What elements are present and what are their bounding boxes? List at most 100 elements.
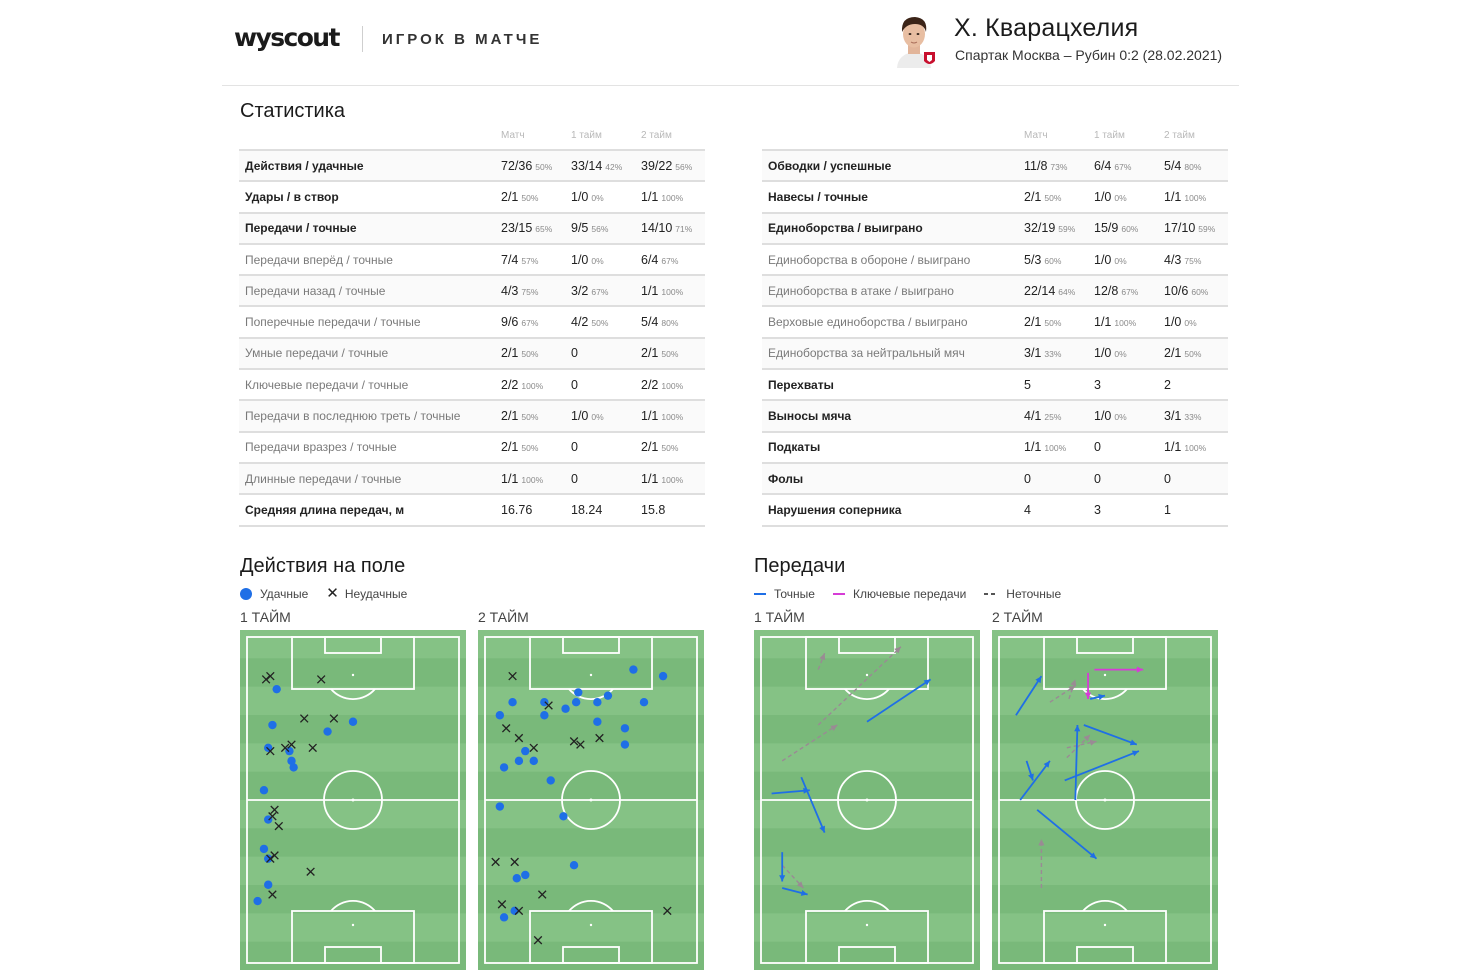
stat-label: Верховые единоборства / выиграно <box>762 306 1018 339</box>
stat-value: 1/1 100% <box>495 462 565 496</box>
stat-label: Единоборства в обороне / выиграно <box>762 243 1018 277</box>
accurate-pass-arrow <box>771 787 810 795</box>
stat-value: 1/1 100% <box>1158 431 1228 464</box>
header-divider <box>362 26 363 52</box>
stat-value: 1/0 0% <box>1088 400 1158 433</box>
stat-label: Единоборства в атаке / выиграно <box>762 275 1018 308</box>
stat-percent: 60% <box>1191 286 1209 297</box>
success-action-point <box>629 665 638 674</box>
stat-value: 1/0 0% <box>565 400 635 433</box>
fail-action-mark <box>261 675 271 684</box>
fail-action-mark <box>329 714 339 723</box>
stat-value: 15.8 <box>635 494 705 527</box>
stat-value: 2/1 50% <box>495 431 565 464</box>
stat-value: 1/0 0% <box>1088 181 1158 214</box>
stat-value: 1/0 0% <box>565 243 635 277</box>
stat-value: 18.24 <box>565 494 635 527</box>
stat-percent: 50% <box>661 349 679 360</box>
success-action-point <box>264 880 273 889</box>
stat-row: Навесы / точные 2/1 50% 1/0 0% 1/1 100% <box>762 181 1228 214</box>
success-action-point <box>510 906 519 916</box>
inaccurate-pass-arrow <box>1066 739 1097 749</box>
success-action-point <box>546 776 555 785</box>
stat-percent: 60% <box>1044 255 1062 266</box>
stat-value: 1 <box>1158 494 1228 527</box>
accurate-pass-arrow <box>1074 724 1081 801</box>
stat-value: 1/1 100% <box>635 181 705 214</box>
stat-row: Перехваты 5 3 2 <box>762 369 1228 402</box>
accurate-pass-arrow <box>1089 694 1106 701</box>
stat-value: 2/1 50% <box>495 337 565 371</box>
stat-percent: 50% <box>521 349 539 360</box>
accurate-pass-arrow <box>800 776 826 833</box>
passes-pitch-half1 <box>754 630 980 970</box>
stat-row: Фолы 0 0 0 <box>762 462 1228 496</box>
stat-row: Нарушения соперника 4 3 1 <box>762 494 1228 527</box>
stat-row: Единоборства за нейтральный мяч 3/1 33% 1/0… <box>762 337 1228 371</box>
stat-percent: 33% <box>1184 412 1202 423</box>
stat-row: Умные передачи / точные 2/1 50% 0 2/1 50% <box>239 337 705 371</box>
wyscout-logo[interactable]: wyscout <box>234 23 340 52</box>
stat-value: 1/1 100% <box>1158 181 1228 214</box>
blue-line-icon <box>754 593 766 595</box>
stat-value: 1/0 0% <box>565 181 635 214</box>
stat-label: Единоборства / выиграно <box>762 212 1018 245</box>
stat-value: 9/5 56% <box>565 212 635 245</box>
stat-percent: 0% <box>1114 255 1127 266</box>
stat-percent: 67% <box>1114 161 1132 172</box>
fail-action-mark <box>510 857 519 867</box>
stat-percent: 50% <box>521 192 539 203</box>
stat-value: 32/19 59% <box>1018 212 1088 245</box>
stat-percent: 80% <box>661 318 679 329</box>
stat-percent: 33% <box>1044 349 1062 360</box>
stat-percent: 100% <box>661 474 684 485</box>
stat-percent: 100% <box>521 380 544 391</box>
accurate-pass-arrow <box>1083 724 1138 746</box>
success-action-point <box>593 717 602 726</box>
stat-label: Действия / удачные <box>239 148 495 183</box>
success-action-point <box>499 763 509 772</box>
stat-percent: 100% <box>661 192 684 203</box>
stat-value: 4/3 75% <box>495 275 565 308</box>
pink-line-icon <box>832 593 845 595</box>
stat-row: Передачи вперёд / точные 7/4 57% 1/0 0% 6/4 67… <box>239 243 705 277</box>
stat-percent: 65% <box>535 224 553 235</box>
stat-value: 0 <box>1158 462 1228 496</box>
stat-percent: 25% <box>1044 412 1062 423</box>
success-action-point <box>512 874 521 883</box>
stat-value: 2/1 50% <box>1158 337 1228 371</box>
success-action-point <box>620 740 630 749</box>
stat-value: 0 <box>1088 431 1158 464</box>
stat-value: 1/1 100% <box>635 462 705 496</box>
stat-percent: 42% <box>605 161 623 172</box>
stat-label: Передачи вразрез / точные <box>239 431 495 464</box>
success-action-point <box>658 671 668 681</box>
stat-percent: 0% <box>591 255 604 266</box>
stat-value: 3/1 33% <box>1158 400 1228 433</box>
stat-label: Навесы / точные <box>762 181 1018 214</box>
stat-percent: 59% <box>1198 224 1216 235</box>
stat-label: Передачи вперёд / точные <box>239 243 495 277</box>
stat-row: Передачи в последнюю треть / точные 2/1 50… <box>239 400 705 433</box>
success-action-point <box>521 746 530 756</box>
success-action-point <box>521 870 530 880</box>
success-action-point <box>574 688 583 697</box>
stat-percent: 100% <box>521 474 544 485</box>
col-header-half2: 2 тайм <box>641 130 672 141</box>
stat-label: Выносы мяча <box>762 400 1018 433</box>
stat-label: Фолы <box>762 462 1018 496</box>
report-page: wyscout ИГРОК В МАТЧЕ Х. Кварацхелия Спа… <box>222 0 1239 973</box>
stat-value: 1/1 100% <box>635 275 705 308</box>
stat-row: Удары / в створ 2/1 50% 1/0 0% 1/1 100% <box>239 181 705 214</box>
match-info: Спартак Москва – Рубин 0:2 (28.02.2021) <box>955 47 1223 63</box>
key-pass-arrow <box>1084 672 1092 699</box>
stat-value: 72/36 50% <box>495 148 565 183</box>
success-action-point <box>620 724 630 733</box>
stat-value: 5/4 80% <box>635 306 705 339</box>
stat-value: 4/1 25% <box>1018 400 1088 433</box>
stat-label: Средняя длина передач, м <box>239 494 495 527</box>
stat-value: 12/8 67% <box>1088 275 1158 308</box>
success-action-point <box>603 691 613 700</box>
stat-value: 1/1 100% <box>1088 306 1158 339</box>
stat-percent: 67% <box>521 318 539 329</box>
